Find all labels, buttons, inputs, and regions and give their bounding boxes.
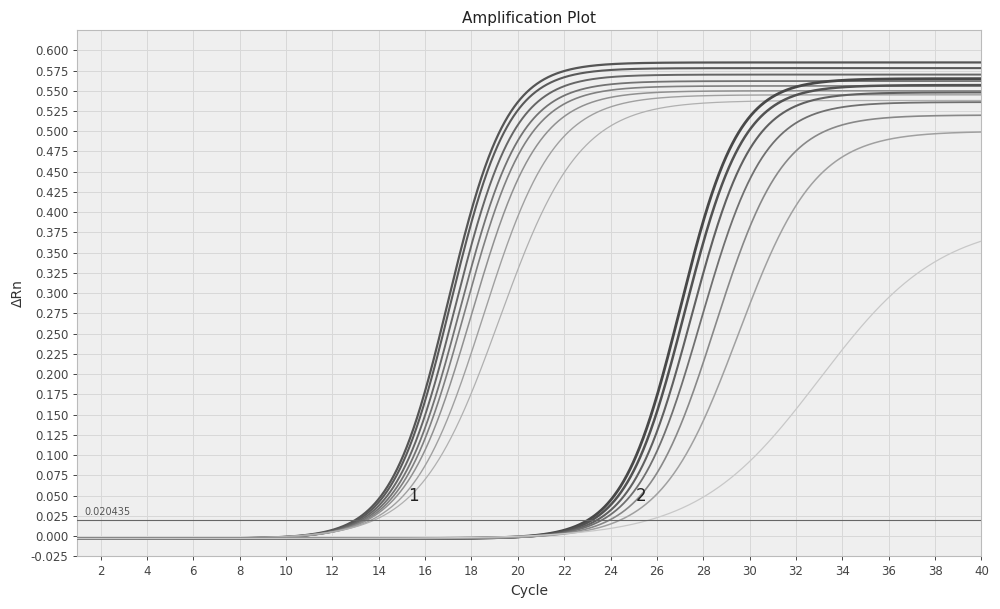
Text: 0.020435: 0.020435 xyxy=(84,507,131,517)
X-axis label: Cycle: Cycle xyxy=(510,584,548,598)
Y-axis label: ΔRn: ΔRn xyxy=(11,280,25,307)
Text: 1: 1 xyxy=(408,487,419,505)
Text: 2: 2 xyxy=(635,487,646,505)
Title: Amplification Plot: Amplification Plot xyxy=(462,11,596,26)
